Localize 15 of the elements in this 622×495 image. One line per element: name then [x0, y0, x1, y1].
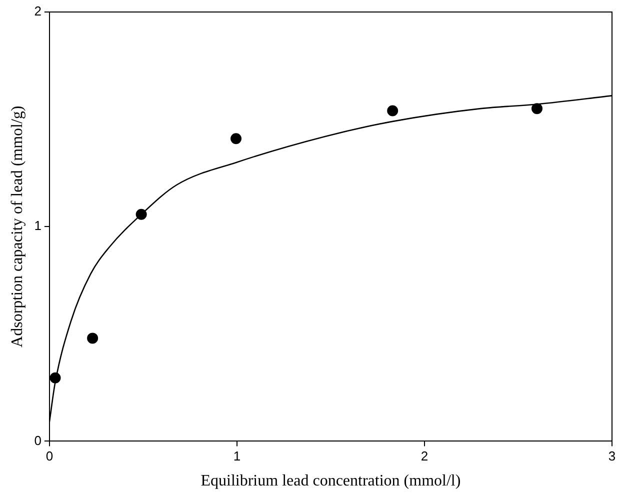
- point: [136, 208, 147, 220]
- x-tick-label: 3: [608, 448, 616, 464]
- point: [87, 332, 98, 344]
- point: [230, 133, 242, 144]
- point: [387, 105, 398, 116]
- y-tick-label: 0: [34, 432, 42, 448]
- y-axis-title: Adsorption capacity of lead (mmol/g): [8, 106, 26, 348]
- y-tick-label: 2: [34, 4, 42, 19]
- y-tick-label: 1: [34, 218, 42, 234]
- x-tick-label: 0: [46, 448, 54, 464]
- x-tick-label: 1: [233, 448, 241, 464]
- x-tick-label: 2: [420, 448, 428, 464]
- x-axis-title: Equilibrium lead concentration (mmol/l): [200, 472, 461, 490]
- point: [531, 103, 542, 114]
- point: [50, 372, 61, 384]
